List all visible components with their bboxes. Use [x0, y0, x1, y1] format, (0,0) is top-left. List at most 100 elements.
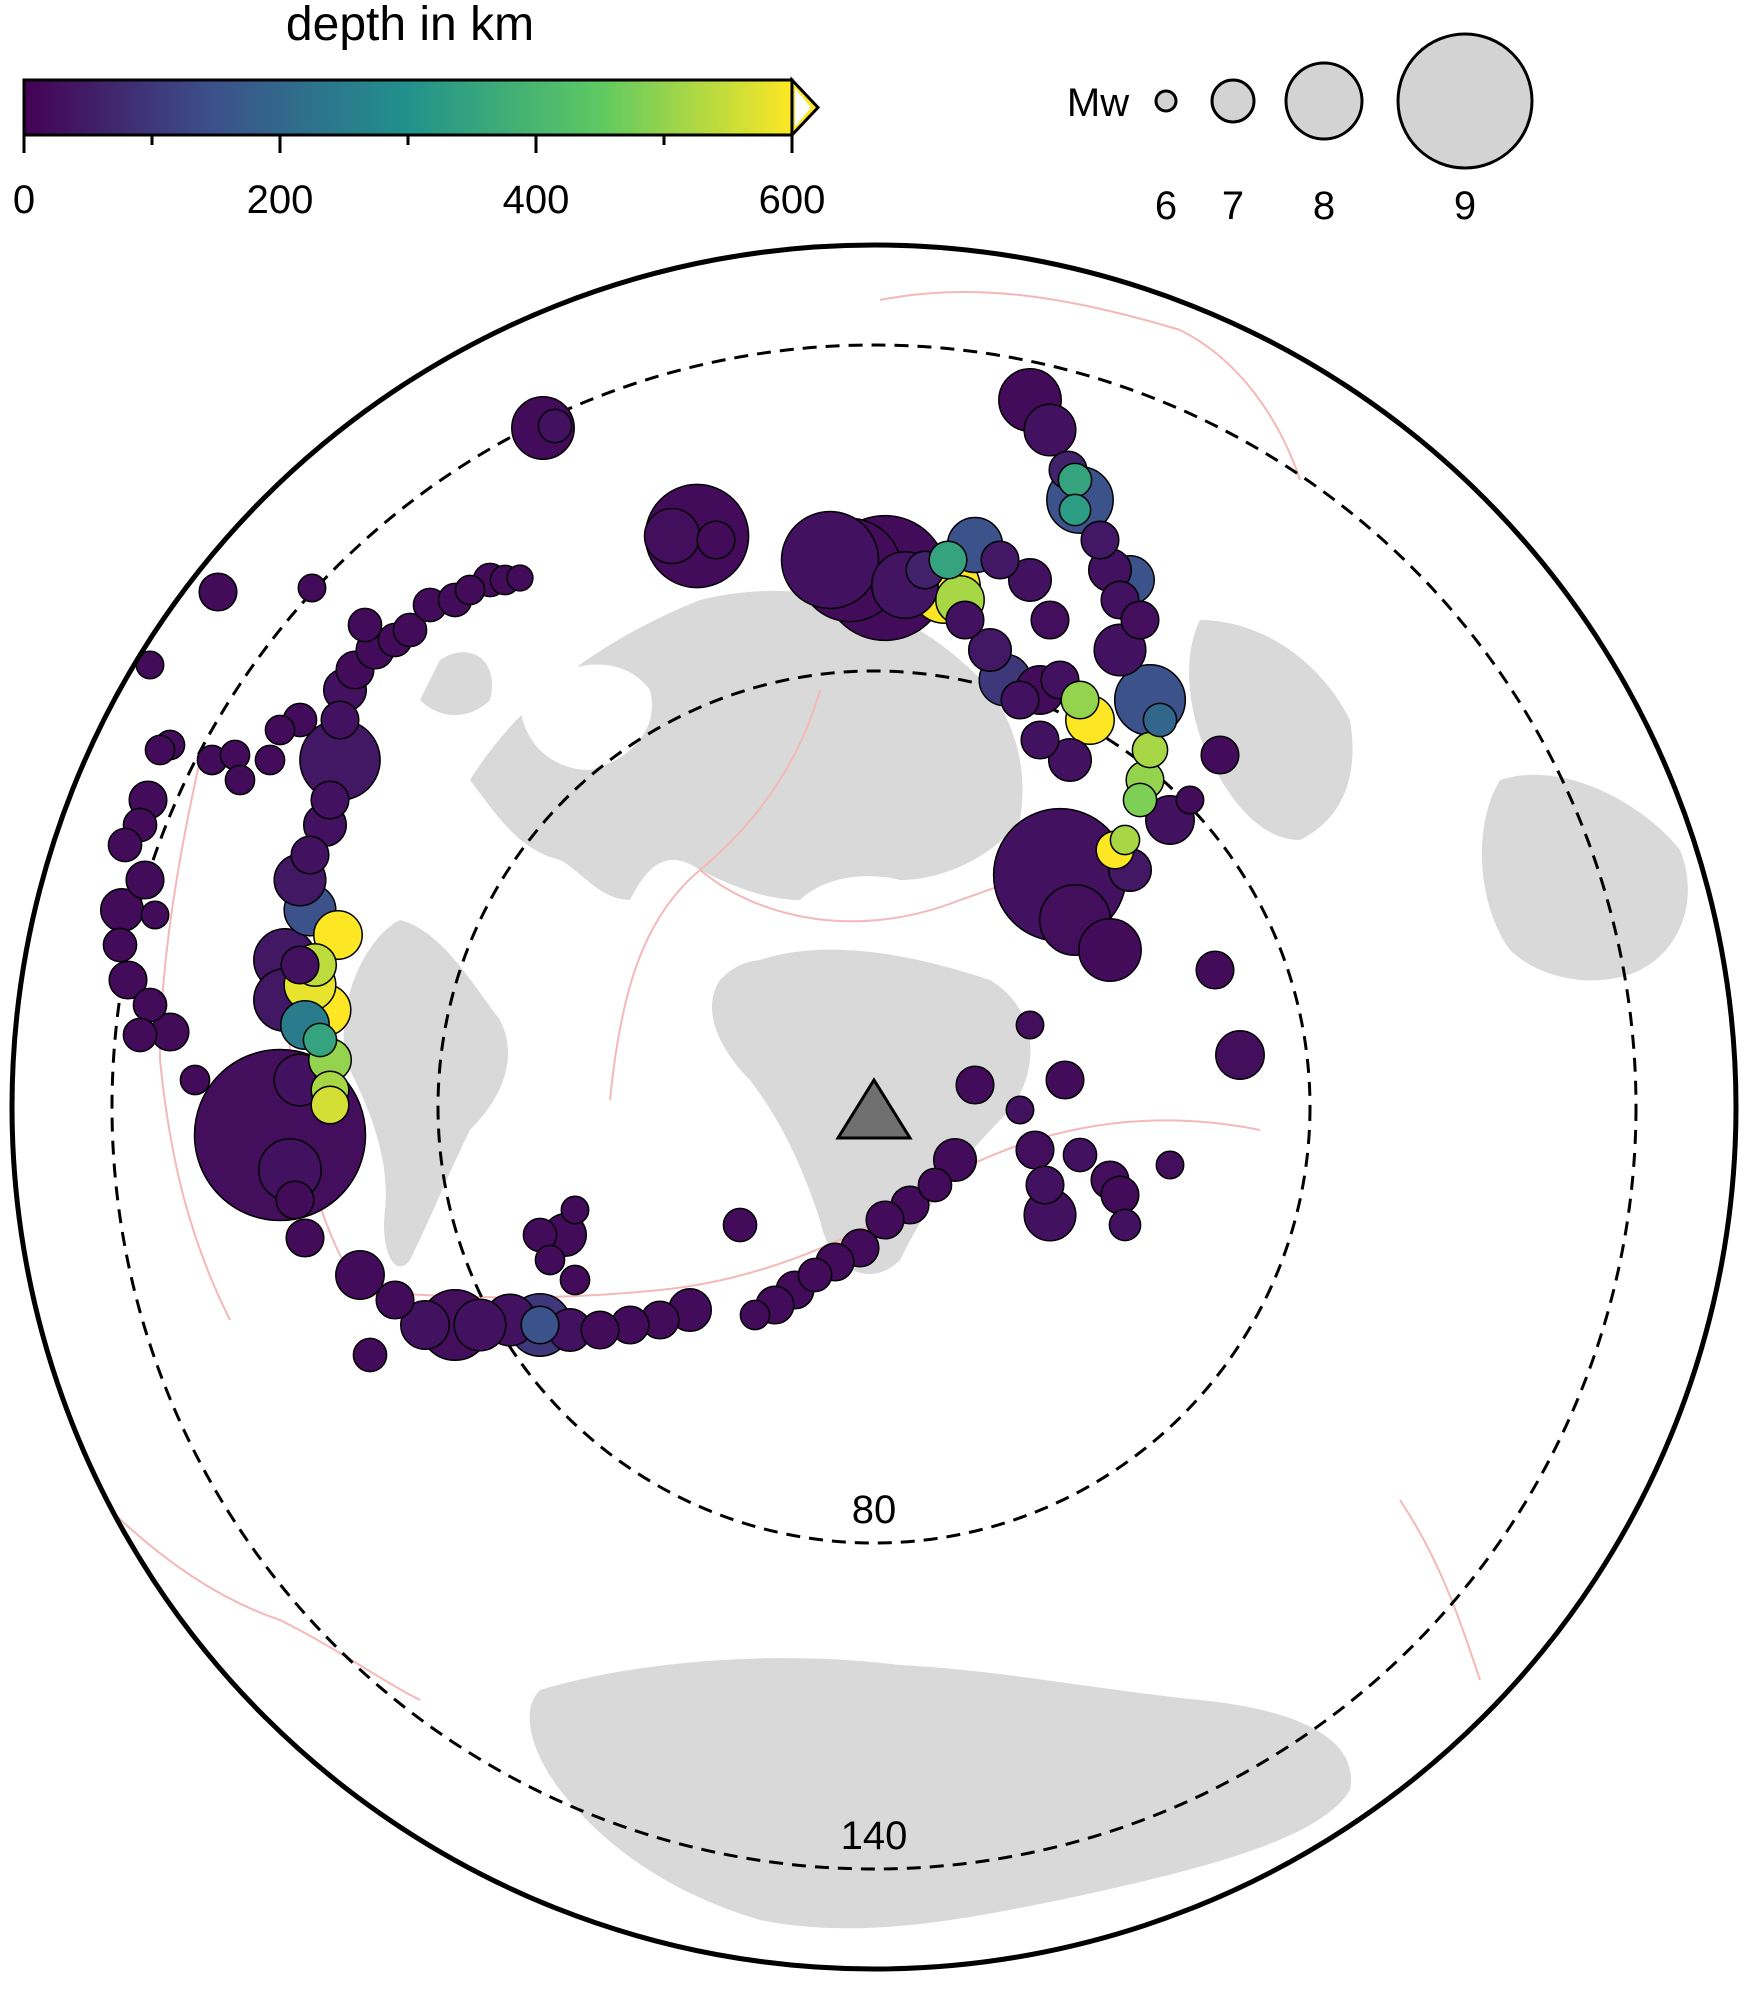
earthquake-event [347, 607, 383, 643]
earthquake-event [1200, 735, 1240, 775]
earthquake-event [1057, 462, 1093, 498]
earthquake-event [132, 987, 168, 1023]
earthquake-event [797, 1257, 833, 1293]
earthquake-event [1120, 600, 1160, 640]
globe: 80 140 [9, 242, 1739, 1972]
earthquake-event [1025, 1165, 1065, 1205]
earthquake-event [967, 627, 1013, 673]
earthquake-event [1175, 785, 1205, 815]
earthquake-event [580, 1310, 620, 1350]
colorbar-ticks [22, 135, 794, 153]
earthquake-event [198, 572, 238, 612]
earthquake-event [254, 744, 286, 776]
land-east-asia [1189, 620, 1353, 840]
distance-ring-80 [436, 669, 1312, 1545]
earthquake-event [264, 714, 296, 746]
magnitude-legend-symbol-8 [1284, 61, 1364, 141]
earthquake-event [320, 700, 360, 740]
earthquake-event [1005, 1095, 1035, 1125]
earthquake-event [696, 520, 736, 560]
earthquake-event [1080, 520, 1120, 560]
earthquake-event [1142, 702, 1178, 738]
magnitude-legend-value: 7 [1222, 184, 1244, 228]
earthquake-event [107, 827, 143, 863]
colorbar-arrow-inner [795, 88, 811, 127]
earthquake-event [275, 1180, 315, 1220]
distance-ring-label-140: 140 [841, 1814, 908, 1858]
earthquake-event [140, 900, 170, 930]
earthquake-event [290, 835, 330, 875]
colorbar-tick-label: 400 [503, 178, 570, 222]
earthquake-event [1122, 782, 1158, 818]
earthquake-event [506, 564, 534, 592]
plate-boundary [609, 689, 821, 1101]
earthquake-event [302, 1022, 338, 1058]
magnitude-legend: Mw 6 7 8 9 [1067, 32, 1534, 228]
earthquake-event [1062, 1137, 1098, 1173]
colorbar-gradient [22, 78, 794, 137]
earthquake-event [144, 734, 176, 766]
earthquake-event [520, 1305, 560, 1345]
plate-boundary [99, 1499, 421, 1701]
land-antarctica [529, 1658, 1352, 1929]
magnitude-legend-value: 6 [1155, 184, 1177, 228]
earthquake-event [1015, 1130, 1055, 1170]
earthquake-event [560, 1195, 590, 1225]
earthquake-event [1078, 918, 1142, 982]
land-australia [1481, 774, 1688, 981]
earthquake-event [280, 945, 320, 985]
earthquake-event [392, 612, 428, 648]
magnitude-legend-symbol-6 [1154, 89, 1178, 113]
earthquake-event [739, 1299, 771, 1331]
earthquake-event [454, 574, 486, 606]
globe-outline [9, 242, 1739, 1972]
earthquake-event [352, 1337, 388, 1373]
earthquake-event [224, 764, 256, 796]
earthquake-event [945, 600, 985, 640]
earthquake-event [865, 1200, 905, 1240]
distance-ring-label-80: 80 [852, 1488, 897, 1532]
earthquake-event [1020, 720, 1060, 760]
magnitude-legend-value: 8 [1313, 184, 1335, 228]
earthquake-event [1030, 600, 1070, 640]
earthquake-event [179, 1064, 211, 1096]
earthquake-event [643, 507, 701, 565]
land-greenland [520, 664, 652, 770]
earthquake-event [1131, 731, 1169, 769]
magnitude-legend-symbol-9 [1396, 32, 1534, 170]
colorbar-tick-label: 200 [247, 178, 314, 222]
earthquake-event [1047, 737, 1093, 783]
earthquake-event [310, 780, 350, 820]
earthquake-event [1060, 680, 1100, 720]
plate-boundary [1399, 1499, 1481, 1681]
earthquake-event [917, 1167, 953, 1203]
earthquake-event [1195, 950, 1235, 990]
land-north-america [420, 652, 492, 715]
depth-colorbar: depth in km 0 200 400 600 [13, 0, 826, 222]
landmasses [343, 590, 1688, 1929]
earthquake-event [1100, 1175, 1140, 1215]
earthquake-event [928, 540, 968, 580]
earthquake-event [1109, 824, 1141, 856]
earthquake-event [1015, 1010, 1045, 1040]
earthquake-event [1000, 680, 1040, 720]
earthquake-event [1007, 557, 1053, 603]
earthquake-event [1045, 1060, 1085, 1100]
earthquake-event [537, 408, 573, 444]
earthquake-event [1108, 1208, 1142, 1242]
earthquake-event [1023, 403, 1077, 457]
land-south-america [343, 920, 509, 1267]
earthquake-event [285, 1218, 325, 1258]
earthquake-event [534, 1244, 566, 1276]
earthquake-event [297, 573, 327, 603]
earthquake-event [1215, 1030, 1265, 1080]
colorbar-tick-label: 600 [759, 178, 826, 222]
earthquake-event [108, 960, 148, 1000]
earthquake-event [219, 739, 251, 771]
station-triangle [835, 1077, 913, 1140]
distance-ring-140 [110, 343, 1638, 1871]
earthquake-event [453, 1298, 507, 1352]
earthquake-event [955, 1065, 995, 1105]
